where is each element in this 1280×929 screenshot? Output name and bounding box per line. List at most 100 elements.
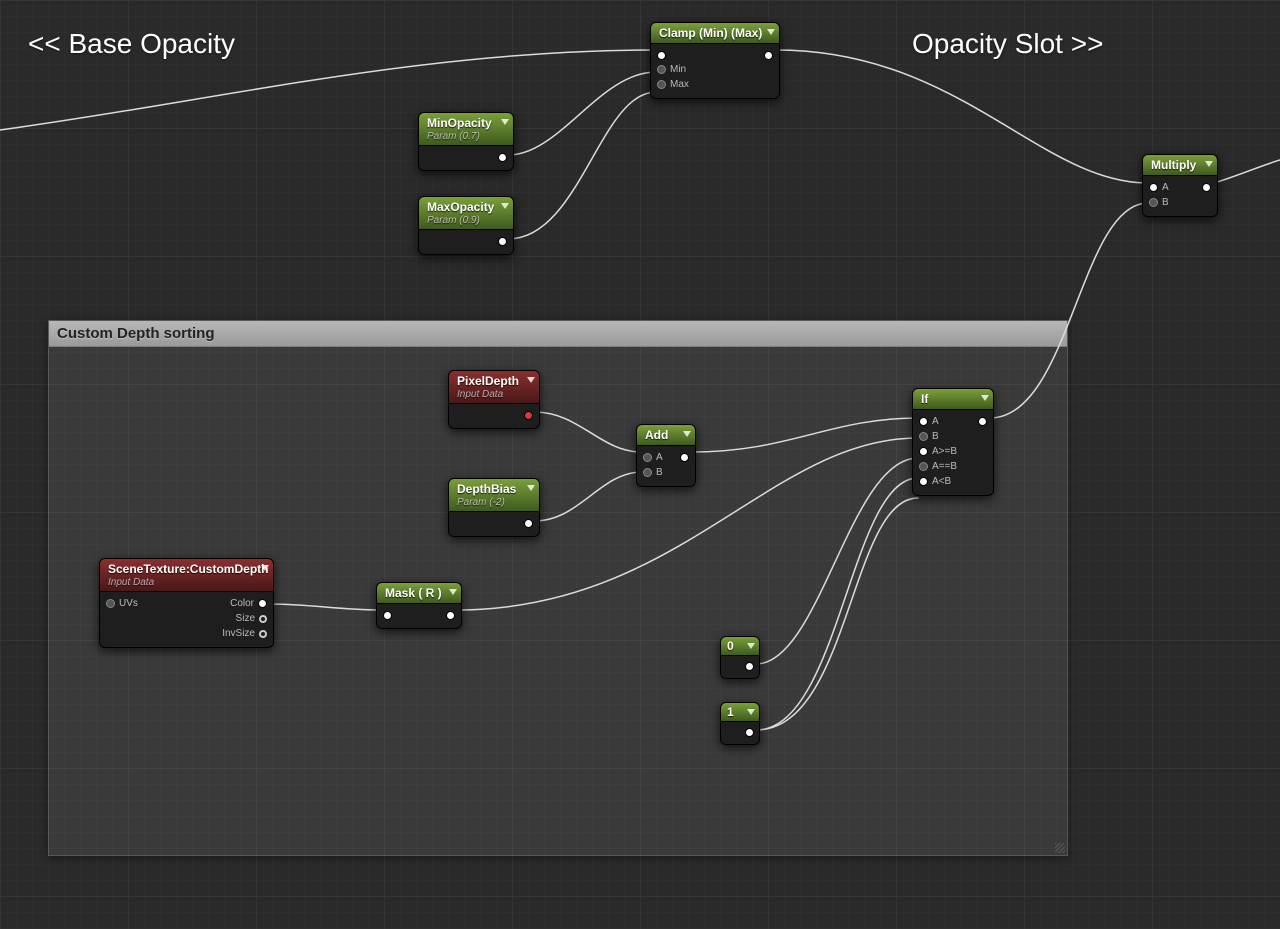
pin-label: B [1162,197,1169,208]
node-subtitle: Input Data [108,577,257,588]
pin-input-a[interactable] [643,453,652,462]
pin-input-min[interactable] [657,65,666,74]
node-mask[interactable]: Mask ( R ) [376,582,462,629]
chevron-down-icon[interactable] [747,709,755,715]
pin-input-max[interactable] [657,80,666,89]
pin-output-invsize[interactable] [259,630,267,638]
chevron-down-icon[interactable] [981,395,989,401]
chevron-down-icon[interactable] [767,29,775,35]
node-title: Clamp (Min) (Max) [659,26,762,40]
pin-output[interactable] [524,519,533,528]
chevron-down-icon[interactable] [683,431,691,437]
node-title: PixelDepth [457,374,519,388]
pin-output[interactable] [524,411,533,420]
pin-input-a[interactable] [919,417,928,426]
node-title: Add [645,428,668,442]
pin-input-b[interactable] [919,432,928,441]
node-title: MaxOpacity [427,200,494,214]
node-title: Multiply [1151,158,1196,172]
annotation-opacity-slot: Opacity Slot >> [912,28,1103,60]
node-header[interactable]: SceneTexture:CustomDepth Input Data [100,559,273,592]
node-header[interactable]: MinOpacity Param (0.7) [419,113,513,146]
pin-output[interactable] [498,237,507,246]
node-header[interactable]: 1 [721,703,759,722]
node-min-opacity[interactable]: MinOpacity Param (0.7) [418,112,514,171]
pin-input[interactable] [383,611,392,620]
pin-label: Color [230,598,254,609]
pin-output[interactable] [680,453,689,462]
node-clamp[interactable]: Clamp (Min) (Max) Min Max [650,22,780,99]
pin-output[interactable] [978,417,987,426]
pin-label: Max [670,79,689,90]
chevron-down-icon[interactable] [501,119,509,125]
pin-input-ageb[interactable] [919,447,928,456]
pin-label: InvSize [222,628,255,639]
node-subtitle: Input Data [457,389,523,400]
pin-input-uvs[interactable] [106,599,115,608]
node-header[interactable]: Clamp (Min) (Max) [651,23,779,44]
node-title: If [921,392,928,406]
node-add[interactable]: Add A B [636,424,696,487]
annotation-base-opacity: << Base Opacity [28,28,235,60]
pin-output[interactable] [764,51,773,60]
node-multiply[interactable]: Multiply A B [1142,154,1218,217]
chevron-down-icon[interactable] [449,589,457,595]
node-title: MinOpacity [427,116,492,130]
pin-output[interactable] [1202,183,1211,192]
node-header[interactable]: DepthBias Param (-2) [449,479,539,512]
node-title: DepthBias [457,482,516,496]
chevron-down-icon[interactable] [527,485,535,491]
pin-label: A<B [932,476,951,487]
pin-label: B [656,467,663,478]
resize-handle-icon[interactable] [1055,843,1065,853]
pin-input-aeqb[interactable] [919,462,928,471]
node-pixel-depth[interactable]: PixelDepth Input Data [448,370,540,429]
node-subtitle: Param (0.7) [427,131,497,142]
node-depth-bias[interactable]: DepthBias Param (-2) [448,478,540,537]
pin-label: Min [670,64,686,75]
pin-output-size[interactable] [259,615,267,623]
node-header[interactable]: PixelDepth Input Data [449,371,539,404]
node-subtitle: Param (-2) [457,497,523,508]
node-header[interactable]: Mask ( R ) [377,583,461,604]
pin-input-b[interactable] [643,468,652,477]
pin-label: UVs [119,598,138,609]
pin-label: A [932,416,939,427]
chevron-down-icon[interactable] [501,203,509,209]
pin-label: A [1162,182,1169,193]
node-scene-texture[interactable]: SceneTexture:CustomDepth Input Data UVs C… [99,558,274,648]
node-header[interactable]: MaxOpacity Param (0.9) [419,197,513,230]
chevron-down-icon[interactable] [747,643,755,649]
node-if[interactable]: If A B A>=B A==B A<B [912,388,994,496]
pin-output[interactable] [745,728,754,737]
pin-output[interactable] [498,153,507,162]
node-title: SceneTexture:CustomDepth [108,562,268,576]
pin-output-color[interactable] [258,599,267,608]
node-header[interactable]: Multiply [1143,155,1217,176]
pin-label: Size [236,613,255,624]
comment-title[interactable]: Custom Depth sorting [49,321,1067,347]
pin-input-b[interactable] [1149,198,1158,207]
pin-input[interactable] [657,51,666,60]
chevron-down-icon[interactable] [1205,161,1213,167]
node-header[interactable]: 0 [721,637,759,656]
node-header[interactable]: Add [637,425,695,446]
node-title: 1 [727,705,734,719]
node-title: Mask ( R ) [385,586,442,600]
node-subtitle: Param (0.9) [427,215,497,226]
pin-label: A>=B [932,446,957,457]
chevron-down-icon[interactable] [527,377,535,383]
pin-output[interactable] [446,611,455,620]
node-max-opacity[interactable]: MaxOpacity Param (0.9) [418,196,514,255]
pin-output[interactable] [745,662,754,671]
node-const-0[interactable]: 0 [720,636,760,679]
node-const-1[interactable]: 1 [720,702,760,745]
node-title: 0 [727,639,734,653]
node-header[interactable]: If [913,389,993,410]
pin-label: A [656,452,663,463]
pin-input-altb[interactable] [919,477,928,486]
pin-label: B [932,431,939,442]
pin-label: A==B [932,461,957,472]
chevron-down-icon[interactable] [261,565,269,571]
pin-input-a[interactable] [1149,183,1158,192]
